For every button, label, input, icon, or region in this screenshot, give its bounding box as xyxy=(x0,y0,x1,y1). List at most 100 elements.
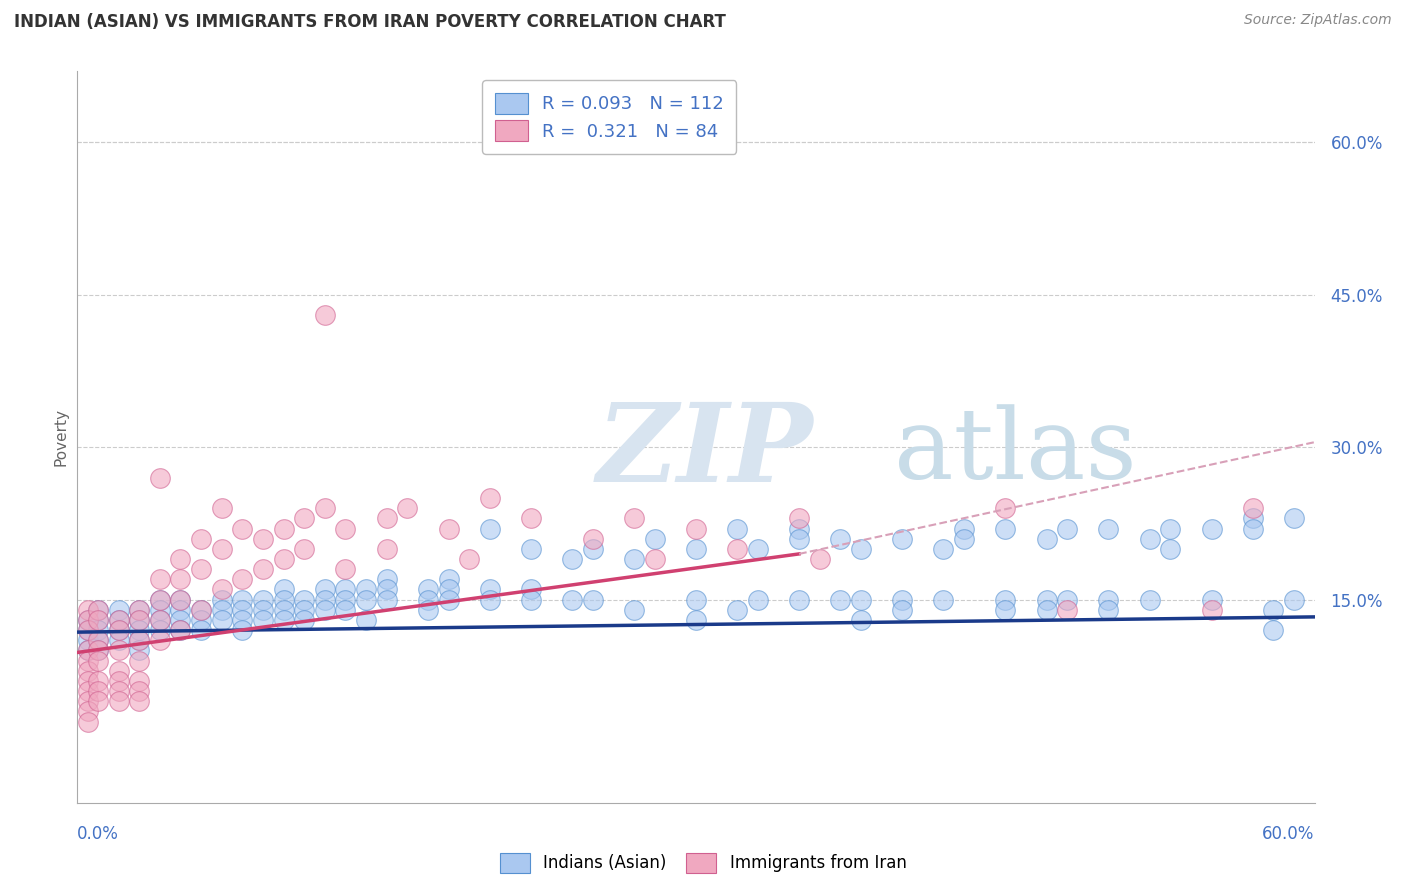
Point xyxy=(787,522,810,536)
Point xyxy=(478,491,501,505)
Point xyxy=(190,613,212,627)
Point xyxy=(273,603,295,617)
Point xyxy=(437,522,460,536)
Point xyxy=(335,603,357,617)
Point xyxy=(149,613,172,627)
Point xyxy=(1159,522,1181,536)
Point xyxy=(149,592,172,607)
Point xyxy=(520,582,543,597)
Point xyxy=(747,592,769,607)
Point xyxy=(76,603,98,617)
Point xyxy=(787,532,810,546)
Point xyxy=(994,522,1017,536)
Point xyxy=(211,613,233,627)
Point xyxy=(169,603,191,617)
Point xyxy=(128,603,150,617)
Point xyxy=(149,613,172,627)
Point xyxy=(107,613,129,627)
Legend: R = 0.093   N = 112, R =  0.321   N = 84: R = 0.093 N = 112, R = 0.321 N = 84 xyxy=(482,80,737,153)
Point xyxy=(149,592,172,607)
Point xyxy=(458,552,481,566)
Point xyxy=(211,541,233,556)
Point xyxy=(375,541,398,556)
Point xyxy=(76,633,98,648)
Point xyxy=(375,592,398,607)
Point xyxy=(128,684,150,698)
Point xyxy=(830,592,852,607)
Point xyxy=(149,633,172,648)
Point xyxy=(314,501,336,516)
Point xyxy=(107,623,129,637)
Point xyxy=(478,592,501,607)
Point xyxy=(335,562,357,576)
Point xyxy=(437,592,460,607)
Point xyxy=(190,623,212,637)
Point xyxy=(169,592,191,607)
Point xyxy=(211,592,233,607)
Point xyxy=(375,582,398,597)
Point xyxy=(849,592,872,607)
Point xyxy=(1097,522,1119,536)
Point xyxy=(520,541,543,556)
Point xyxy=(314,592,336,607)
Point xyxy=(76,623,98,637)
Point xyxy=(149,572,172,586)
Point xyxy=(169,592,191,607)
Point xyxy=(354,613,377,627)
Point xyxy=(190,603,212,617)
Point xyxy=(1056,603,1078,617)
Point xyxy=(169,623,191,637)
Point xyxy=(644,532,666,546)
Point xyxy=(211,501,233,516)
Point xyxy=(273,582,295,597)
Point xyxy=(76,714,98,729)
Point xyxy=(292,603,315,617)
Point xyxy=(685,541,707,556)
Point xyxy=(561,552,583,566)
Point xyxy=(107,643,129,657)
Point xyxy=(87,643,110,657)
Point xyxy=(335,592,357,607)
Point xyxy=(478,582,501,597)
Point xyxy=(128,633,150,648)
Point xyxy=(87,623,110,637)
Point xyxy=(211,582,233,597)
Point xyxy=(1035,592,1057,607)
Point xyxy=(891,532,914,546)
Point xyxy=(1097,603,1119,617)
Point xyxy=(273,592,295,607)
Point xyxy=(808,552,831,566)
Point xyxy=(520,592,543,607)
Point xyxy=(128,633,150,648)
Point xyxy=(994,592,1017,607)
Point xyxy=(1201,592,1223,607)
Point xyxy=(76,673,98,688)
Point xyxy=(314,603,336,617)
Point xyxy=(107,694,129,708)
Point xyxy=(623,552,645,566)
Point xyxy=(1097,592,1119,607)
Point xyxy=(891,592,914,607)
Point xyxy=(87,673,110,688)
Point xyxy=(231,603,253,617)
Text: Source: ZipAtlas.com: Source: ZipAtlas.com xyxy=(1244,13,1392,28)
Point xyxy=(725,541,748,556)
Point xyxy=(932,592,955,607)
Point xyxy=(437,572,460,586)
Point xyxy=(87,613,110,627)
Point xyxy=(1263,623,1285,637)
Point xyxy=(252,603,274,617)
Point xyxy=(375,572,398,586)
Point xyxy=(107,684,129,698)
Point xyxy=(107,673,129,688)
Point xyxy=(1159,541,1181,556)
Point xyxy=(375,511,398,525)
Point xyxy=(87,684,110,698)
Point xyxy=(953,532,976,546)
Point xyxy=(76,613,98,627)
Point xyxy=(169,613,191,627)
Point xyxy=(354,592,377,607)
Point xyxy=(1241,501,1264,516)
Point xyxy=(76,643,98,657)
Text: 0.0%: 0.0% xyxy=(77,825,120,843)
